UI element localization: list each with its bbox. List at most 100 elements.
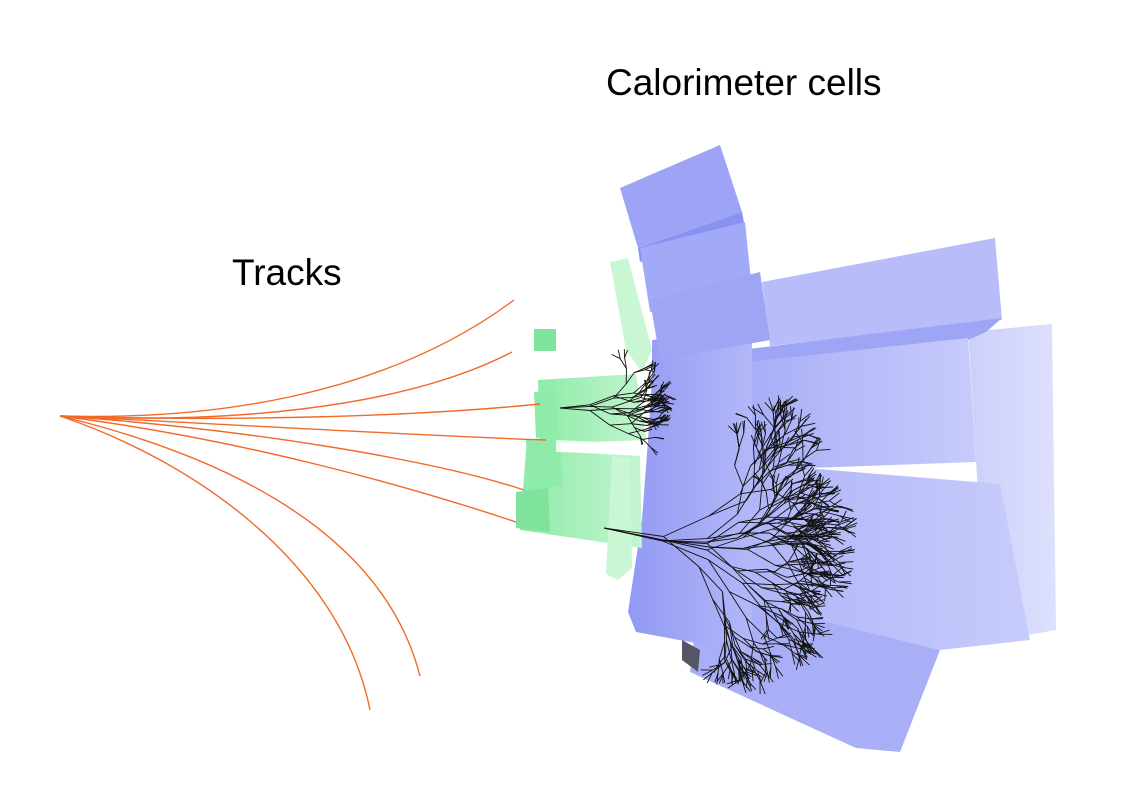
shower-branch-upper <box>648 373 656 382</box>
shower-branch-lower <box>779 413 786 431</box>
shower-branch-lower <box>778 607 785 620</box>
shower-branch-lower <box>787 460 802 466</box>
shower-branch-lower <box>750 448 769 467</box>
shower-branch-lower <box>745 658 760 665</box>
em-block-upper-front <box>534 390 558 438</box>
shower-branch-lower <box>764 462 774 478</box>
shower-branch-lower <box>798 591 809 595</box>
track-4 <box>59 415 547 441</box>
shower-branch-lower <box>712 662 725 671</box>
shower-branch-lower <box>745 661 758 672</box>
shower-branch-lower <box>746 678 757 690</box>
shower-branch-lower <box>785 450 796 464</box>
shower-branch-lower <box>736 486 744 515</box>
shower-branch-lower <box>803 524 813 528</box>
shower-branch-lower <box>712 598 725 626</box>
shower-branch-lower <box>805 572 822 584</box>
em-cell-small <box>534 329 556 351</box>
shower-branch-lower <box>787 563 807 574</box>
shower-branch-lower <box>837 524 850 534</box>
shower-branch-lower <box>803 643 811 654</box>
shower-branch-upper <box>613 395 634 403</box>
shower-branch-lower <box>758 518 777 527</box>
shower-branch-lower <box>829 569 836 584</box>
shower-branch-upper <box>657 393 666 403</box>
shower-branch-lower <box>822 511 840 517</box>
shower-branch-lower <box>822 530 835 535</box>
shower-branch-lower <box>839 561 854 563</box>
shower-branch-upper <box>634 403 652 410</box>
shower-branch-lower <box>698 566 723 592</box>
shower-branch-lower <box>795 596 806 601</box>
shower-branch-lower <box>662 540 707 543</box>
shower-branch-lower <box>804 563 816 574</box>
shower-branch-lower <box>833 587 844 598</box>
shower-branch-lower <box>819 542 832 546</box>
shower-branch-lower <box>768 397 774 411</box>
shower-branch-lower <box>774 409 780 428</box>
shower-branch-upper <box>646 371 655 383</box>
shower-branch-lower <box>799 587 809 600</box>
shower-branch-lower <box>739 465 751 494</box>
shower-branch-lower <box>764 600 779 609</box>
shower-branch-lower <box>782 593 799 604</box>
shower-branch-lower <box>766 568 786 581</box>
shower-branch-lower <box>766 568 788 578</box>
shower-branch-lower <box>793 421 801 437</box>
shower-branch-lower <box>831 499 843 507</box>
shower-branch-lower <box>757 510 770 527</box>
shower-branch-upper <box>617 349 621 359</box>
shower-branch-lower <box>802 447 812 462</box>
shower-branch-lower <box>777 516 794 524</box>
shower-branch-lower <box>777 522 794 528</box>
particle-tracks <box>59 299 547 711</box>
shower-branch-lower <box>721 591 726 619</box>
shower-branch-upper <box>648 420 661 424</box>
shower-branch-lower <box>806 547 817 559</box>
shower-branch-lower <box>783 616 798 629</box>
shower-branch-lower <box>762 648 772 656</box>
shower-branch-lower <box>820 486 834 489</box>
shower-branch-lower <box>760 653 765 663</box>
shower-branch-lower <box>814 535 828 538</box>
shower-branch-lower <box>817 497 831 508</box>
shower-branch-upper <box>662 403 669 414</box>
shower-branch-upper <box>652 421 660 428</box>
shower-branch-lower <box>728 591 747 619</box>
shower-branch-lower <box>770 655 783 659</box>
shower-branch-lower <box>783 490 794 505</box>
shower-branch-lower <box>751 659 756 670</box>
shower-branch-lower <box>777 632 791 639</box>
shower-branch-lower <box>788 558 802 563</box>
shower-branch-lower <box>698 566 713 600</box>
shower-branch-lower <box>772 399 780 412</box>
shower-branch-lower <box>799 583 820 586</box>
shower-branch-lower <box>797 654 804 666</box>
shower-branch-lower <box>817 562 834 566</box>
shower-branch-lower <box>706 513 738 539</box>
shower-branch-lower <box>791 544 807 558</box>
shower-branch-lower <box>780 595 793 601</box>
shower-branch-lower <box>827 507 839 513</box>
shower-branch-lower <box>816 438 821 451</box>
shower-branch-lower <box>820 536 831 542</box>
particle-showers <box>559 348 858 695</box>
shower-branch-lower <box>806 535 821 542</box>
shower-branch-upper <box>639 420 650 424</box>
shower-branch-lower <box>811 494 828 500</box>
shower-branch-lower <box>819 584 836 587</box>
shower-branch-upper <box>589 408 616 411</box>
shower-branch-lower <box>768 496 776 511</box>
shower-branch-lower <box>839 545 853 552</box>
shower-branch-upper <box>650 406 662 412</box>
shower-branch-upper <box>629 402 644 413</box>
shower-branch-lower <box>742 540 770 549</box>
shower-branch-lower <box>790 522 804 526</box>
shower-branch-lower <box>731 566 756 573</box>
shower-branch-lower <box>803 502 810 513</box>
shower-branch-lower <box>603 527 663 542</box>
shower-branch-upper <box>660 384 670 391</box>
shower-branch-lower <box>804 466 813 477</box>
em-block-lower-front <box>516 488 550 532</box>
shower-branch-lower <box>808 493 823 507</box>
